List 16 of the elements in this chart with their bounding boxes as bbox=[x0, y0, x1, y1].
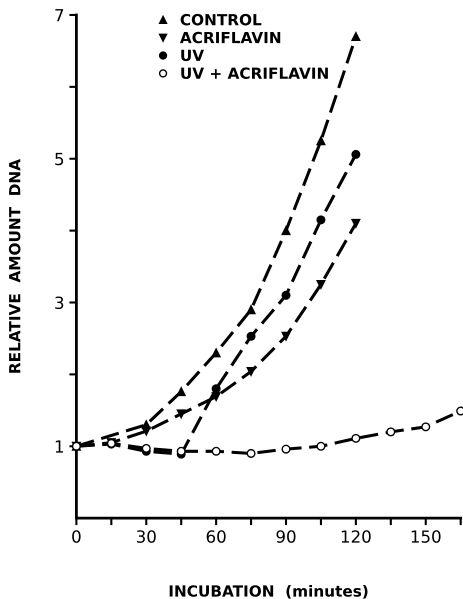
x-axis-title: INCUBATION (minutes) bbox=[170, 584, 368, 599]
y-tick-label: 7 bbox=[55, 9, 64, 22]
x-tick-label: 60 bbox=[206, 530, 226, 543]
legend-label: UV bbox=[181, 50, 204, 62]
x-tick-label: 150 bbox=[412, 530, 441, 543]
legend-label: ACRIFLAVIN bbox=[180, 32, 280, 44]
x-tick-label: 0 bbox=[72, 530, 81, 543]
y-tick-label: 1 bbox=[56, 440, 64, 453]
legend-label: UV + ACRIFLAVIN bbox=[181, 67, 328, 79]
x-tick-label: 120 bbox=[342, 530, 371, 543]
legend-label: CONTROL bbox=[180, 14, 262, 26]
x-tick-label: 30 bbox=[136, 530, 156, 543]
y-tick-label: 3 bbox=[55, 296, 64, 310]
y-tick-label: 5 bbox=[55, 152, 64, 166]
y-axis-title: RELATIVE AMOUNT DNA bbox=[8, 159, 20, 373]
x-tick-label: 90 bbox=[276, 530, 296, 543]
